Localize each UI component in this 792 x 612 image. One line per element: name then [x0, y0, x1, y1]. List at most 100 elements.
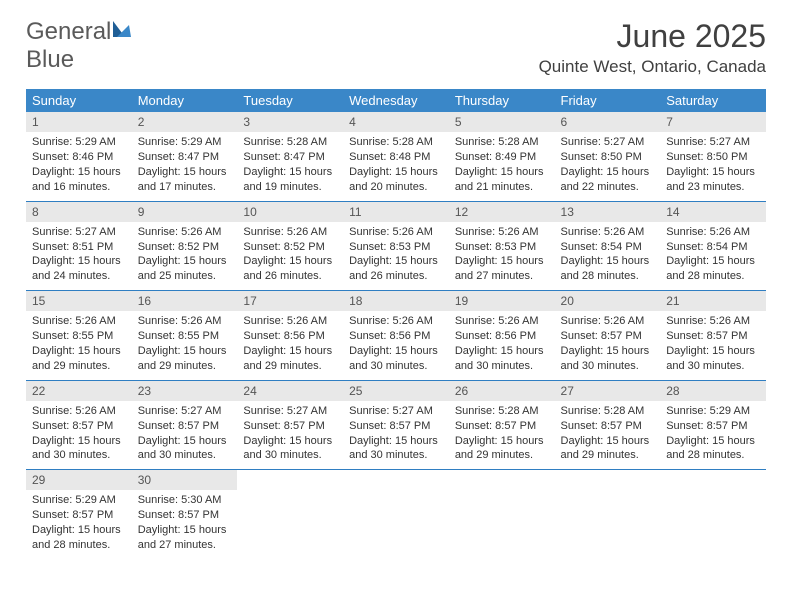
day-details: Sunrise: 5:26 AMSunset: 8:56 PMDaylight:… [237, 311, 343, 379]
sunrise-text: Sunrise: 5:27 AM [561, 135, 655, 150]
daylight-text: and 25 minutes. [138, 269, 232, 284]
sunset-text: Sunset: 8:56 PM [243, 329, 337, 344]
sunrise-text: Sunrise: 5:26 AM [138, 225, 232, 240]
sunrise-text: Sunrise: 5:27 AM [138, 404, 232, 419]
day-header: Thursday [449, 89, 555, 112]
day-number: 27 [555, 381, 661, 401]
calendar-day-cell: 10Sunrise: 5:26 AMSunset: 8:52 PMDayligh… [237, 201, 343, 291]
daylight-text: Daylight: 15 hours [138, 434, 232, 449]
daylight-text: Daylight: 15 hours [32, 344, 126, 359]
daylight-text: Daylight: 15 hours [32, 165, 126, 180]
sunrise-text: Sunrise: 5:26 AM [32, 404, 126, 419]
sunrise-text: Sunrise: 5:26 AM [138, 314, 232, 329]
sunset-text: Sunset: 8:54 PM [561, 240, 655, 255]
calendar-week-row: 15Sunrise: 5:26 AMSunset: 8:55 PMDayligh… [26, 291, 766, 381]
sunrise-text: Sunrise: 5:28 AM [561, 404, 655, 419]
day-details: Sunrise: 5:26 AMSunset: 8:56 PMDaylight:… [343, 311, 449, 379]
daylight-text: Daylight: 15 hours [455, 254, 549, 269]
day-number: 3 [237, 112, 343, 132]
calendar-day-cell: 2Sunrise: 5:29 AMSunset: 8:47 PMDaylight… [132, 112, 238, 201]
sunrise-text: Sunrise: 5:27 AM [243, 404, 337, 419]
daylight-text: and 16 minutes. [32, 180, 126, 195]
calendar-day-cell: 3Sunrise: 5:28 AMSunset: 8:47 PMDaylight… [237, 112, 343, 201]
daylight-text: and 27 minutes. [138, 538, 232, 553]
day-number: 20 [555, 291, 661, 311]
sunset-text: Sunset: 8:46 PM [32, 150, 126, 165]
day-number: 23 [132, 381, 238, 401]
daylight-text: and 29 minutes. [561, 448, 655, 463]
day-number: 17 [237, 291, 343, 311]
sunset-text: Sunset: 8:52 PM [243, 240, 337, 255]
daylight-text: and 28 minutes. [666, 269, 760, 284]
daylight-text: Daylight: 15 hours [32, 523, 126, 538]
day-details: Sunrise: 5:26 AMSunset: 8:53 PMDaylight:… [449, 222, 555, 290]
calendar-day-cell: 20Sunrise: 5:26 AMSunset: 8:57 PMDayligh… [555, 291, 661, 381]
day-details: Sunrise: 5:26 AMSunset: 8:55 PMDaylight:… [132, 311, 238, 379]
day-details: Sunrise: 5:26 AMSunset: 8:52 PMDaylight:… [132, 222, 238, 290]
calendar-day-cell [555, 470, 661, 559]
day-number: 7 [660, 112, 766, 132]
daylight-text: Daylight: 15 hours [561, 434, 655, 449]
sunrise-text: Sunrise: 5:29 AM [138, 135, 232, 150]
day-number: 1 [26, 112, 132, 132]
day-number: 10 [237, 202, 343, 222]
daylight-text: and 30 minutes. [349, 359, 443, 374]
calendar-day-cell: 28Sunrise: 5:29 AMSunset: 8:57 PMDayligh… [660, 380, 766, 470]
sunset-text: Sunset: 8:57 PM [138, 419, 232, 434]
day-header: Sunday [26, 89, 132, 112]
daylight-text: Daylight: 15 hours [138, 344, 232, 359]
daylight-text: and 30 minutes. [455, 359, 549, 374]
day-details: Sunrise: 5:28 AMSunset: 8:57 PMDaylight:… [449, 401, 555, 469]
calendar-day-cell [343, 470, 449, 559]
sunrise-text: Sunrise: 5:26 AM [455, 314, 549, 329]
daylight-text: and 28 minutes. [561, 269, 655, 284]
day-header: Wednesday [343, 89, 449, 112]
daylight-text: Daylight: 15 hours [349, 165, 443, 180]
brand-logo: General Blue [26, 18, 133, 74]
calendar-day-cell: 18Sunrise: 5:26 AMSunset: 8:56 PMDayligh… [343, 291, 449, 381]
day-number: 24 [237, 381, 343, 401]
sunset-text: Sunset: 8:51 PM [32, 240, 126, 255]
daylight-text: and 30 minutes. [138, 448, 232, 463]
daylight-text: Daylight: 15 hours [666, 344, 760, 359]
daylight-text: and 17 minutes. [138, 180, 232, 195]
sunset-text: Sunset: 8:57 PM [455, 419, 549, 434]
sunset-text: Sunset: 8:57 PM [666, 329, 760, 344]
day-number: 13 [555, 202, 661, 222]
daylight-text: Daylight: 15 hours [243, 434, 337, 449]
calendar-day-cell: 6Sunrise: 5:27 AMSunset: 8:50 PMDaylight… [555, 112, 661, 201]
calendar-week-row: 8Sunrise: 5:27 AMSunset: 8:51 PMDaylight… [26, 201, 766, 291]
header-right: June 2025 Quinte West, Ontario, Canada [539, 18, 766, 77]
daylight-text: Daylight: 15 hours [138, 165, 232, 180]
day-number: 19 [449, 291, 555, 311]
sunrise-text: Sunrise: 5:29 AM [32, 135, 126, 150]
calendar-day-cell [660, 470, 766, 559]
day-details: Sunrise: 5:29 AMSunset: 8:57 PMDaylight:… [26, 490, 132, 558]
day-number: 9 [132, 202, 238, 222]
sunset-text: Sunset: 8:57 PM [561, 419, 655, 434]
day-number: 15 [26, 291, 132, 311]
sunrise-text: Sunrise: 5:29 AM [666, 404, 760, 419]
sunrise-text: Sunrise: 5:26 AM [243, 225, 337, 240]
daylight-text: Daylight: 15 hours [455, 434, 549, 449]
calendar-day-cell: 30Sunrise: 5:30 AMSunset: 8:57 PMDayligh… [132, 470, 238, 559]
sunset-text: Sunset: 8:57 PM [666, 419, 760, 434]
daylight-text: and 30 minutes. [666, 359, 760, 374]
calendar-day-cell: 16Sunrise: 5:26 AMSunset: 8:55 PMDayligh… [132, 291, 238, 381]
sunset-text: Sunset: 8:54 PM [666, 240, 760, 255]
calendar-day-cell: 7Sunrise: 5:27 AMSunset: 8:50 PMDaylight… [660, 112, 766, 201]
calendar-day-cell: 19Sunrise: 5:26 AMSunset: 8:56 PMDayligh… [449, 291, 555, 381]
day-number: 6 [555, 112, 661, 132]
calendar-day-cell: 23 Sunrise: 5:27 AMSunset: 8:57 PMDayligh… [132, 380, 238, 470]
sunrise-text: Sunrise: 5:26 AM [561, 225, 655, 240]
day-header: Saturday [660, 89, 766, 112]
sunset-text: Sunset: 8:53 PM [349, 240, 443, 255]
page: General Blue June 2025 Quinte West, Onta… [0, 0, 792, 577]
daylight-text: Daylight: 15 hours [349, 344, 443, 359]
sunrise-text: Sunrise: 5:26 AM [349, 314, 443, 329]
daylight-text: and 29 minutes. [243, 359, 337, 374]
day-details: Sunrise: 5:29 AMSunset: 8:57 PMDaylight:… [660, 401, 766, 469]
daylight-text: and 30 minutes. [243, 448, 337, 463]
day-number: 8 [26, 202, 132, 222]
sunset-text: Sunset: 8:56 PM [349, 329, 443, 344]
